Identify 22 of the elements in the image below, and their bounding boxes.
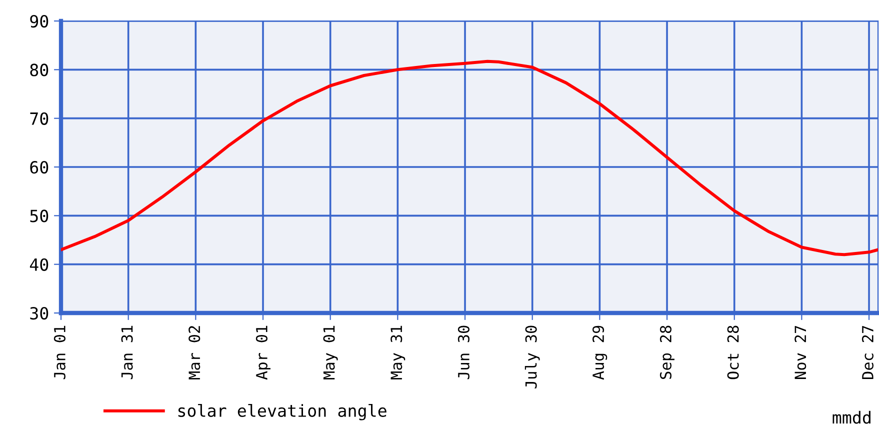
y-tick-label: 70 [30, 112, 48, 125]
x-tick-label: Oct 28 [727, 326, 739, 380]
x-tick-label: July 30 [524, 326, 540, 388]
y-tick-label: 30 [30, 307, 48, 320]
x-tick-label: Jan 31 [121, 326, 133, 380]
x-tick-label: Jan 01 [54, 326, 66, 380]
y-tick-label: 90 [30, 15, 48, 28]
y-tick-label: 40 [30, 258, 48, 271]
x-tick-label: Apr 01 [256, 326, 270, 380]
x-tick-label: May 01 [323, 326, 338, 380]
x-tick-label: Mar 02 [188, 326, 200, 380]
y-tick-label: 60 [30, 161, 48, 174]
y-tick-label: 50 [30, 210, 48, 222]
x-tick-label: Sep 28 [660, 326, 674, 379]
x-tick-label: Jun 30 [458, 326, 470, 380]
x-tick-label: May 31 [390, 326, 406, 380]
x-tick-label: Nov 27 [794, 326, 806, 379]
x-tick-label: Aug 29 [592, 326, 608, 380]
x-tick-label: Dec 27 [862, 326, 874, 379]
x-axis-title: mmdd [832, 410, 870, 424]
legend-label: solar elevation angle [178, 404, 386, 420]
y-tick-label: 80 [30, 64, 48, 76]
